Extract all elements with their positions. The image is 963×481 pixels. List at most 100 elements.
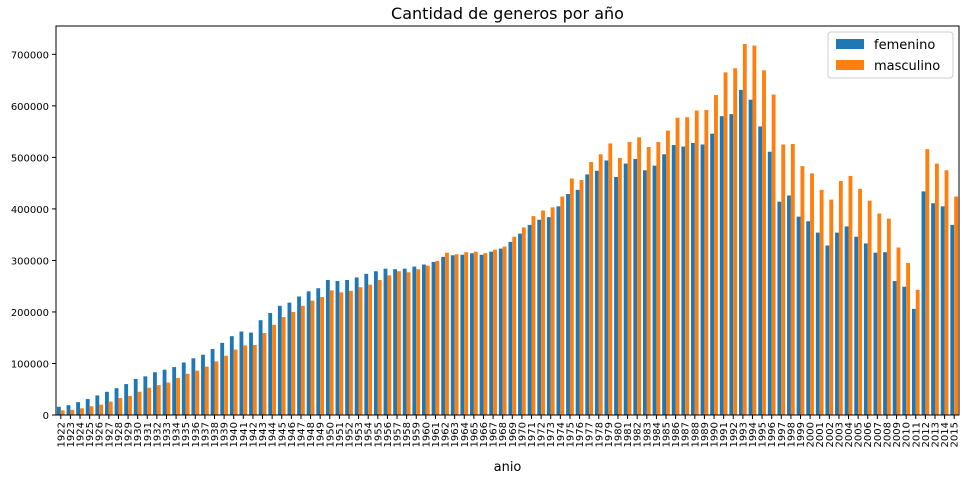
x-tick-label: 1964	[460, 422, 471, 447]
bar-masculino-1962	[445, 252, 449, 415]
bar-masculino-1988	[694, 110, 699, 415]
bar-femenino-1930	[133, 378, 138, 415]
bar-masculino-1946	[291, 311, 296, 415]
bar-femenino-1999	[796, 216, 801, 415]
y-tick-label: 300000	[11, 256, 49, 267]
y-axis: 0 100000 200000 300000 400000 500000 600000 700…	[11, 50, 56, 422]
x-tick-label: 1947	[296, 422, 307, 447]
x-tick-label: 1985	[662, 422, 673, 447]
bar-femenino-2009	[892, 281, 897, 415]
x-tick-label: 1976	[575, 422, 586, 447]
bar-masculino-1977	[589, 162, 593, 415]
bar-masculino-1942	[252, 344, 257, 415]
x-tick-label: 1946	[287, 422, 298, 447]
bar-masculino-1937	[204, 366, 209, 415]
x-tick-label: 1941	[239, 422, 250, 447]
bar-femenino-1993	[739, 89, 743, 415]
y-tick-label: 700000	[11, 50, 49, 61]
bar-femenino-1986	[671, 145, 676, 415]
x-tick-label: 1978	[594, 422, 605, 447]
x-tick-label: 1957	[393, 422, 404, 447]
bar-masculino-2000	[810, 173, 814, 415]
bar-femenino-1959	[412, 266, 417, 415]
bar-femenino-1939	[220, 342, 225, 415]
bar-masculino-1934	[176, 377, 180, 415]
bar-masculino-1999	[800, 166, 805, 415]
bar-femenino-1956	[383, 268, 388, 415]
bar-femenino-1934	[172, 367, 177, 415]
bar-masculino-1991	[723, 72, 728, 416]
x-tick-label: 1944	[268, 422, 279, 447]
bar-femenino-1965	[470, 253, 474, 415]
y-tick-label: 500000	[11, 153, 49, 164]
x-axis-label: anio	[494, 460, 522, 475]
bar-masculino-2002	[829, 199, 834, 415]
x-tick-label: 1987	[681, 422, 692, 447]
bar-femenino-1922	[56, 406, 61, 415]
bar-femenino-1978	[594, 170, 599, 415]
x-tick-label: 1994	[748, 422, 759, 447]
bar-femenino-1995	[758, 126, 763, 415]
legend: femenino masculino	[827, 31, 954, 79]
x-tick-label: 1924	[76, 422, 87, 447]
bar-femenino-2003	[835, 232, 839, 415]
bar-masculino-1974	[560, 196, 565, 415]
y-tick-label: 200000	[11, 308, 49, 319]
bar-masculino-1929	[128, 395, 132, 415]
bar-femenino-1948	[306, 291, 311, 415]
bar-masculino-1927	[108, 401, 113, 415]
x-tick-label: 1996	[767, 422, 778, 447]
x-tick-label: 1953	[354, 422, 365, 447]
bar-femenino-1973	[546, 217, 551, 415]
x-tick-label: 1942	[248, 422, 259, 447]
x-tick-label: 2010	[902, 422, 913, 447]
x-tick-label: 1984	[652, 422, 663, 447]
bar-femenino-1954	[364, 273, 369, 415]
bar-masculino-1940	[233, 349, 238, 415]
x-tick-label: 1956	[383, 422, 394, 447]
x-tick-label: 1950	[325, 422, 336, 447]
y-tick-label: 0	[43, 411, 49, 422]
bar-femenino-1935	[181, 362, 186, 415]
bar-masculino-2005	[858, 188, 862, 415]
bar-masculino-1958	[406, 272, 411, 415]
bar-masculino-1952	[348, 290, 353, 415]
bar-masculino-1997	[781, 144, 786, 415]
bar-femenino-1925	[85, 399, 90, 415]
x-tick-label: 2008	[882, 422, 893, 447]
bar-masculino-1957	[397, 271, 401, 415]
bar-masculino-2004	[848, 175, 853, 415]
bar-femenino-2005	[854, 236, 859, 415]
bar-femenino-1962	[441, 256, 446, 415]
bar-masculino-1996	[771, 94, 776, 415]
bar-femenino-1976	[575, 189, 580, 415]
bar-masculino-1989	[704, 109, 709, 415]
bar-femenino-1997	[777, 201, 782, 415]
bar-femenino-1979	[604, 160, 609, 415]
bar-femenino-1952	[345, 280, 349, 415]
bar-masculino-1949	[320, 297, 325, 415]
x-tick-label: 1990	[710, 422, 721, 447]
bar-femenino-1988	[690, 142, 695, 415]
bar-masculino-1969	[512, 236, 517, 415]
bar-femenino-1990	[710, 133, 715, 415]
bar-masculino-1924	[80, 408, 84, 415]
x-tick-label: 2011	[911, 422, 922, 447]
bar-femenino-1929	[124, 384, 129, 415]
bar-masculino-2013	[934, 163, 939, 415]
bar-femenino-1933	[162, 369, 167, 415]
bar-masculino-1987	[685, 117, 690, 415]
bar-masculino-1931	[147, 387, 152, 415]
bar-masculino-1965	[473, 251, 478, 415]
y-tick-label: 100000	[11, 359, 49, 370]
bar-femenino-1944	[268, 312, 273, 415]
x-tick-label: 1963	[450, 422, 461, 447]
bar-femenino-1961	[431, 261, 436, 415]
bar-femenino-2013	[931, 203, 935, 415]
bar-masculino-1939	[224, 355, 228, 415]
x-tick-label: 2000	[806, 422, 817, 447]
bar-femenino-1996	[767, 151, 772, 415]
bar-femenino-1974	[556, 206, 561, 415]
x-tick-label: 1972	[537, 422, 548, 447]
x-tick-label: 1997	[777, 422, 788, 447]
